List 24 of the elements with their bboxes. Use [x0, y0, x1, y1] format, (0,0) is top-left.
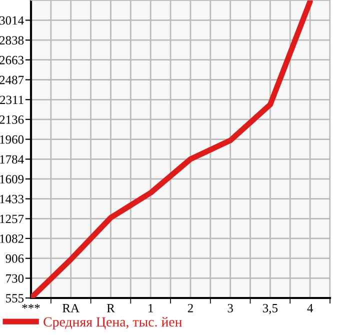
y-tick-label: 2311	[0, 96, 24, 104]
y-tick-label: 1960	[0, 135, 24, 144]
y-tick-label: 1257	[0, 214, 24, 224]
y-tick-label: 2838	[0, 36, 24, 45]
y-tick-label: 1082	[0, 234, 24, 243]
x-tick-label: 4	[307, 304, 313, 312]
y-tick-label: 2487	[0, 76, 24, 84]
x-tick-label: RA	[62, 304, 80, 312]
y-tick-label: 730	[6, 274, 24, 283]
y-tick-label: 3014	[0, 16, 24, 25]
x-tick-label: R	[106, 304, 115, 312]
y-tick-label: 2136	[0, 115, 24, 124]
x-tick-label: ***	[22, 304, 40, 309]
y-tick-label: 1609	[0, 174, 24, 184]
x-tick-label: 2	[188, 304, 193, 312]
y-tick-label: 555	[6, 294, 24, 302]
y-tick-label: 1433	[0, 194, 24, 204]
x-tick-label: 1	[148, 304, 153, 312]
y-tick-label: 2663	[0, 56, 24, 64]
x-tick-label: 3	[228, 304, 233, 312]
legend-label: Средняя Цена, тыс. йен	[44, 316, 182, 330]
x-tick-label: 3,5	[262, 304, 278, 314]
y-tick-label: 1784	[0, 155, 24, 164]
y-tick-label: 906	[6, 254, 24, 263]
